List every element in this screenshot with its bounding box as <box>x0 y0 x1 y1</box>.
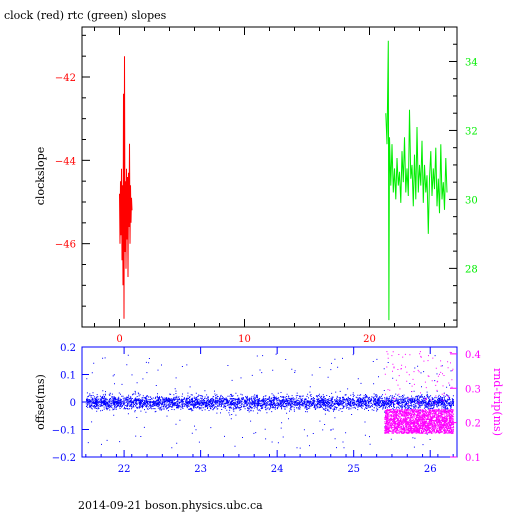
slopes-right-tick-label: 34 <box>465 57 478 68</box>
offsets-left-tick-label: −0.2 <box>52 453 76 464</box>
slopes-x-axis: 0 10 20 <box>94 27 445 345</box>
offsets-right-tick-label: 0.2 <box>465 419 481 430</box>
offsets-left-tick-label: 0 <box>70 398 76 409</box>
offset-points <box>85 353 455 449</box>
slopes-right-axis: 28 30 32 34 <box>449 43 478 321</box>
offsets-left-axis-label: offset(ms) <box>34 374 47 430</box>
offsets-right-tick-label: 0.4 <box>465 350 481 361</box>
clock-series-line <box>119 56 133 319</box>
offsets-left-tick-label: −0.1 <box>52 426 76 437</box>
figure-footer: 2014-09-21 boson.physics.ubc.ca <box>78 499 263 512</box>
slopes-right-tick-label: 30 <box>465 195 478 206</box>
offsets-right-axis: 0.1 0.2 0.3 0.4 <box>450 350 481 464</box>
offsets-left-axis: −0.2 −0.1 0 0.1 0.2 <box>52 343 89 464</box>
slopes-left-tick-label: −46 <box>55 240 76 251</box>
slopes-left-tick-label: −44 <box>55 156 76 167</box>
offsets-x-tick-label: 26 <box>424 464 437 475</box>
slopes-left-tick-label: −42 <box>55 73 76 84</box>
offsets-series-layer <box>85 351 455 449</box>
slopes-chart: 0 10 20 −42 −44 −46 28 30 32 34 clockslope <box>34 26 478 345</box>
offset-point-cloud <box>85 353 455 449</box>
slopes-right-tick-label: 28 <box>465 264 478 275</box>
offsets-x-tick-label: 23 <box>194 464 207 475</box>
offsets-x-tick-label: 22 <box>118 464 131 475</box>
rnd-trip-point-cloud <box>384 351 455 434</box>
figure-title: clock (red) rtc (green) slopes <box>4 9 167 22</box>
offsets-left-tick-label: 0.1 <box>60 371 76 382</box>
rtc-series-line <box>385 40 448 321</box>
slopes-x-tick-label: 10 <box>238 334 251 345</box>
offsets-x-tick-label: 25 <box>347 464 360 475</box>
slopes-plot-frame <box>81 26 458 328</box>
offsets-right-tick-label: 0.1 <box>465 453 481 464</box>
offsets-x-axis: 22 23 24 25 26 <box>85 347 454 475</box>
rnd-trip-points <box>384 351 455 434</box>
offsets-x-tick-label: 24 <box>271 464 284 475</box>
slopes-right-tick-label: 32 <box>465 126 478 137</box>
offsets-right-axis-label: rnd-trip(ms) <box>491 368 504 436</box>
offsets-right-tick-label: 0.3 <box>465 384 481 395</box>
offsets-left-tick-label: 0.2 <box>60 343 76 354</box>
offsets-chart: 22 23 24 25 26 −0.2−0.100.10.2 0.10.20.30.4 … <box>34 343 504 475</box>
slopes-left-axis-label: clockslope <box>34 147 47 205</box>
slopes-series-layer <box>119 40 448 321</box>
slopes-left-axis: −42 −44 −46 <box>55 34 90 307</box>
slopes-x-tick-label: 20 <box>363 334 376 345</box>
slopes-x-tick-label: 0 <box>116 334 122 345</box>
